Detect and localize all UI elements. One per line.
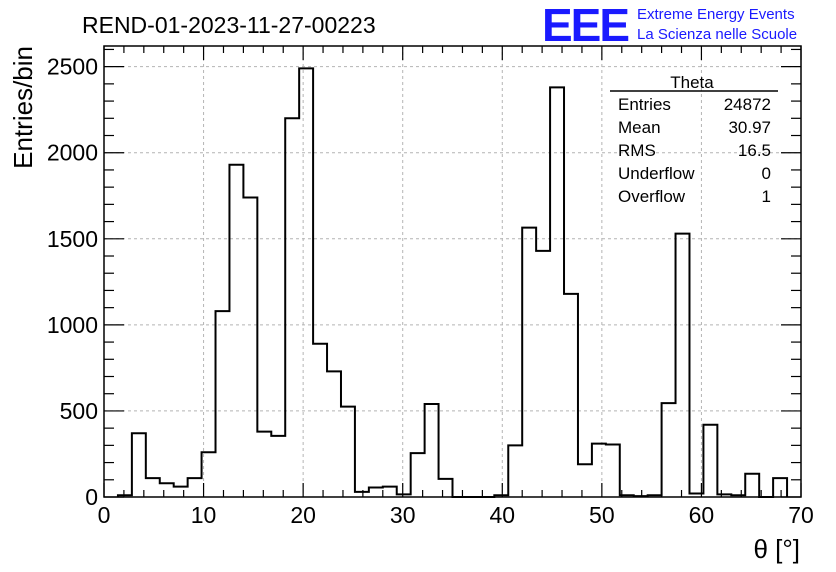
eee-logo: EEE Extreme Energy Events La Scienza nel… [542, 0, 797, 51]
x-tick-labels: 0 10 20 30 40 50 60 70 [98, 502, 814, 528]
stats-box: Theta Entries 24872 Mean 30.97 RMS 16.5 Underf… [610, 73, 778, 206]
y-tick-label: 1000 [47, 312, 98, 338]
x-axis-label: θ [°] [753, 534, 800, 564]
stats-value: 0 [762, 164, 771, 183]
axis-ticks [103, 46, 802, 498]
stats-value: 24872 [724, 95, 771, 114]
y-axis-label: Entries/bin [8, 46, 38, 169]
histogram-series [116, 67, 789, 498]
y-tick-label: 2500 [47, 54, 98, 80]
x-tick-label: 20 [290, 502, 316, 528]
logo-line1: Extreme Energy Events [637, 6, 795, 23]
stats-value: 1 [762, 187, 771, 206]
stats-label: Underflow [618, 164, 695, 183]
y-tick-label: 2000 [47, 140, 98, 166]
x-tick-label: 50 [589, 502, 615, 528]
y-tick-label: 1500 [47, 226, 98, 252]
grid-lines [104, 46, 801, 497]
eee-logo-mark: EEE [542, 0, 628, 51]
stats-label: RMS [618, 141, 656, 160]
y-tick-labels: 0 500 1000 1500 2000 2500 [47, 54, 98, 510]
logo-line2: La Scienza nelle Scuole [637, 26, 797, 43]
chart-title: REND-01-2023-11-27-00223 [82, 12, 376, 38]
stats-value: 30.97 [728, 118, 771, 137]
x-tick-label: 40 [489, 502, 515, 528]
stats-label: Overflow [618, 187, 686, 206]
plot-frame [103, 45, 802, 498]
y-tick-label: 500 [60, 398, 98, 424]
stats-label: Entries [618, 95, 671, 114]
x-tick-label: 70 [788, 502, 814, 528]
stats-label: Mean [618, 118, 661, 137]
x-tick-label: 60 [689, 502, 715, 528]
y-tick-label: 0 [85, 484, 98, 510]
x-tick-label: 10 [191, 502, 217, 528]
x-tick-label: 30 [390, 502, 416, 528]
stats-value: 16.5 [738, 141, 771, 160]
stats-title: Theta [670, 73, 714, 92]
x-tick-label: 0 [98, 502, 111, 528]
